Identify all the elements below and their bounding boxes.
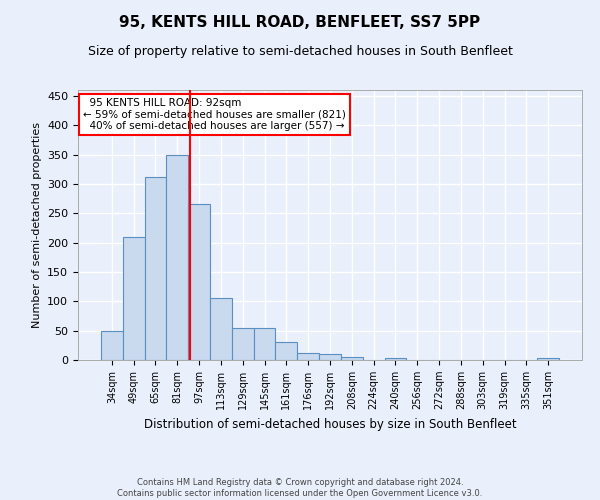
Text: 95, KENTS HILL ROAD, BENFLEET, SS7 5PP: 95, KENTS HILL ROAD, BENFLEET, SS7 5PP [119,15,481,30]
Bar [297,353,319,360]
Text: Contains HM Land Registry data © Crown copyright and database right 2024.
Contai: Contains HM Land Registry data © Crown c… [118,478,482,498]
Bar [275,342,297,360]
Bar [101,330,123,360]
Text: 95 KENTS HILL ROAD: 92sqm
← 59% of semi-detached houses are smaller (821)
  40% : 95 KENTS HILL ROAD: 92sqm ← 59% of semi-… [83,98,346,132]
Bar [188,204,210,360]
Bar [537,358,559,360]
Bar [232,328,254,360]
Bar [145,177,166,360]
Y-axis label: Number of semi-detached properties: Number of semi-detached properties [32,122,41,328]
Bar [385,358,406,360]
X-axis label: Distribution of semi-detached houses by size in South Benfleet: Distribution of semi-detached houses by … [143,418,517,430]
Bar [166,154,188,360]
Bar [123,236,145,360]
Bar [210,298,232,360]
Text: Size of property relative to semi-detached houses in South Benfleet: Size of property relative to semi-detach… [88,45,512,58]
Bar [319,354,341,360]
Bar [341,357,363,360]
Bar [254,328,275,360]
